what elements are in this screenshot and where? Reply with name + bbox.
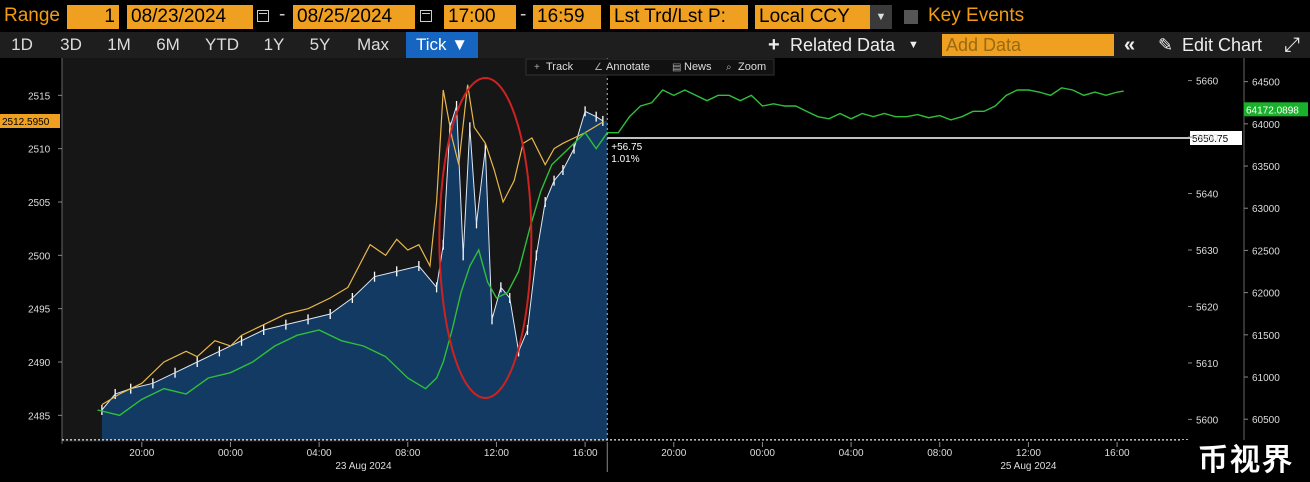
right-axis-label: 61000 bbox=[1252, 373, 1280, 384]
time-dash: - bbox=[520, 4, 527, 25]
expand-icon[interactable]: ⤢ bbox=[1284, 34, 1300, 56]
period-3d[interactable]: 3D bbox=[60, 35, 82, 54]
mid-axis-label: 5620 bbox=[1196, 302, 1219, 313]
mid-axis-label: 5660 bbox=[1196, 77, 1219, 88]
calendar-icon[interactable] bbox=[420, 10, 432, 22]
date-label: 25 Aug 2024 bbox=[1000, 461, 1057, 472]
price-chart[interactable]: 5650.75 +56.751.01% 2485 2490 2495 2500 2505 25… bbox=[0, 58, 1310, 482]
key-events-label: Key Events bbox=[928, 5, 1025, 26]
add-data-input[interactable]: Add Data bbox=[942, 34, 1114, 56]
edit-chart-button[interactable]: Edit Chart bbox=[1182, 35, 1263, 55]
period-1m[interactable]: 1M bbox=[107, 35, 131, 54]
period-tick-tab[interactable]: Tick ▼ bbox=[406, 32, 478, 58]
chart-tool-news[interactable]: News bbox=[684, 61, 712, 73]
range-count-input[interactable]: 1 bbox=[67, 5, 119, 29]
x-axis-label: 12:00 bbox=[1016, 448, 1041, 459]
period-1y[interactable]: 1Y bbox=[263, 35, 285, 54]
x-axis-label: 00:00 bbox=[750, 448, 775, 459]
period-toolbar: 1D 3D 1M 6M YTD 1Y 5Y Max Tick ▼ + Relat… bbox=[0, 32, 1310, 58]
highlight-circle bbox=[438, 77, 533, 399]
right-axis-label: 62500 bbox=[1252, 246, 1280, 257]
chevron-down-icon[interactable]: ▼ bbox=[870, 5, 892, 29]
start-date-input[interactable]: 08/23/2024 bbox=[127, 5, 253, 29]
watermark: 币视界 bbox=[1182, 440, 1310, 482]
right-axis-label: 64000 bbox=[1252, 120, 1280, 131]
related-data-button[interactable]: Related Data bbox=[790, 35, 896, 55]
x-axis-label: 08:00 bbox=[927, 448, 952, 459]
chart-tool-zoom[interactable]: Zoom bbox=[738, 61, 766, 73]
current-right-label-box bbox=[1244, 102, 1308, 117]
mid-axis-label: 5610 bbox=[1196, 359, 1219, 370]
right-axis-label: 62000 bbox=[1252, 289, 1280, 300]
change-pct-annotation: 1.01% bbox=[611, 154, 639, 165]
left-axis-label: 2485 bbox=[28, 411, 51, 422]
left-axis-label: 2505 bbox=[28, 198, 51, 209]
period-1d[interactable]: 1D bbox=[11, 35, 33, 54]
current-left-label-box bbox=[0, 113, 60, 128]
range-dash: - bbox=[279, 4, 286, 25]
yellow-series-line bbox=[101, 84, 604, 406]
calendar-icon[interactable] bbox=[257, 10, 269, 22]
change-annotation: +56.75 bbox=[611, 142, 642, 153]
right-axis-label: 63500 bbox=[1252, 162, 1280, 173]
key-events-checkbox[interactable] bbox=[904, 10, 918, 24]
mid-axis-label: 5640 bbox=[1196, 190, 1219, 201]
x-axis-label: 20:00 bbox=[129, 448, 154, 459]
left-axis-label: 2500 bbox=[28, 251, 51, 262]
left-axis-label: 2490 bbox=[28, 358, 51, 369]
green-series-line bbox=[97, 87, 1124, 417]
period-ytd[interactable]: YTD bbox=[205, 35, 239, 54]
right-axis-label: 60500 bbox=[1252, 415, 1280, 426]
mid-axis-label: 5600 bbox=[1196, 415, 1219, 426]
reference-label: 5650.75 bbox=[1192, 134, 1229, 145]
current-left-label: 2512.5950 bbox=[2, 117, 50, 128]
x-axis-label: 16:00 bbox=[573, 448, 598, 459]
x-axis-label: 00:00 bbox=[218, 448, 243, 459]
annotate-icon: ∠ bbox=[594, 62, 603, 73]
x-axis-label: 04:00 bbox=[839, 448, 864, 459]
track-icon: + bbox=[534, 62, 540, 73]
chevron-down-icon[interactable]: ▼ bbox=[908, 39, 919, 51]
right-axis-label: 63000 bbox=[1252, 204, 1280, 215]
news-icon: ▤ bbox=[672, 62, 681, 73]
reference-label-box bbox=[1190, 131, 1242, 145]
mid-axis-label: 5630 bbox=[1196, 246, 1219, 257]
chart-tool-annotate[interactable]: Annotate bbox=[606, 61, 650, 73]
date-label: 23 Aug 2024 bbox=[335, 461, 392, 472]
chart-tools-bar bbox=[525, 58, 775, 76]
x-axis-label: 08:00 bbox=[395, 448, 420, 459]
end-date-input[interactable]: 08/25/2024 bbox=[293, 5, 415, 29]
last-price-select[interactable]: Lst Trd/Lst P: bbox=[610, 5, 748, 29]
period-5y[interactable]: 5Y bbox=[309, 35, 331, 54]
collapse-icon[interactable]: « bbox=[1124, 34, 1136, 56]
x-axis-label: 16:00 bbox=[1105, 448, 1130, 459]
x-axis-band bbox=[0, 442, 1310, 482]
left-axis-label: 2515 bbox=[28, 91, 51, 102]
left-axis-label: 2510 bbox=[28, 145, 51, 156]
plus-icon: + bbox=[768, 34, 780, 56]
x-axis-label: 12:00 bbox=[484, 448, 509, 459]
right-axis-label: 61500 bbox=[1252, 331, 1280, 342]
period-max[interactable]: Max bbox=[356, 35, 390, 54]
zoom-icon: ⌕ bbox=[726, 62, 732, 73]
start-time-input[interactable]: 17:00 bbox=[444, 5, 516, 29]
left-axis-label: 2495 bbox=[28, 305, 51, 316]
x-axis-label: 20:00 bbox=[661, 448, 686, 459]
chart-tool-track[interactable]: Track bbox=[546, 61, 574, 73]
x-axis-label: 04:00 bbox=[307, 448, 332, 459]
right-axis-label: 64500 bbox=[1252, 78, 1280, 89]
currency-select[interactable]: Local CCY bbox=[755, 5, 870, 29]
end-time-input[interactable]: 16:59 bbox=[533, 5, 601, 29]
mid-axis-label: 5650 bbox=[1196, 133, 1219, 144]
period-6m[interactable]: 6M bbox=[156, 35, 180, 54]
range-label: Range bbox=[4, 5, 60, 26]
current-right-label: 64172.0898 bbox=[1246, 105, 1299, 116]
range-toolbar: Range 1 08/23/2024 - 08/25/2024 17:00 - … bbox=[0, 0, 1310, 32]
pencil-icon: ✎ bbox=[1158, 35, 1174, 55]
